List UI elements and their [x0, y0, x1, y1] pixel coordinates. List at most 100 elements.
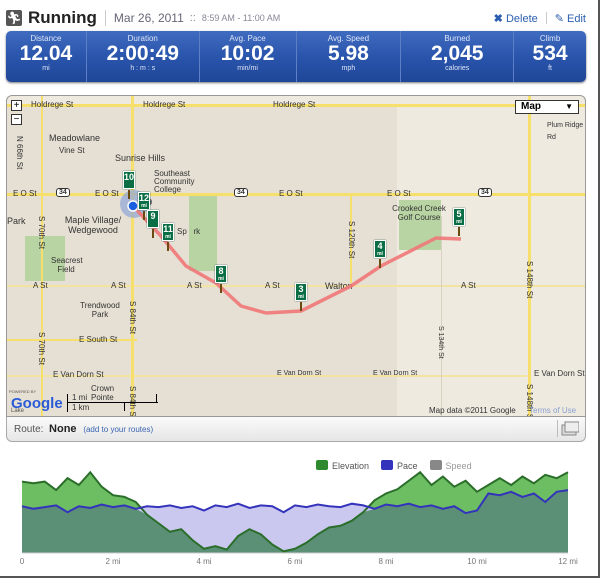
place-label: Plum Ridge Rd [547, 122, 584, 141]
street-label: N 66th St [15, 136, 24, 170]
scale-miles: 1 mi [72, 393, 88, 402]
stat-unit: h : m : s [130, 65, 156, 72]
place-label: Park [7, 216, 26, 226]
road [7, 339, 137, 341]
stat-unit: mi [42, 65, 50, 72]
place-label: Meadowlane [49, 133, 101, 143]
stat-value: 2:00:49 [106, 42, 179, 65]
dropdown-arrow-icon: ▼ [565, 102, 573, 111]
street-label: Vine St [59, 146, 85, 155]
street-label: E O St [95, 189, 119, 198]
stat-value: 534 [532, 42, 568, 65]
place-label: Sunrise Hills [115, 153, 166, 163]
place-label: Seacrest Field [51, 256, 83, 274]
stat-label: Duration [127, 34, 158, 43]
road [41, 96, 43, 416]
place-label: Sp rk [177, 227, 201, 236]
marker-unit: mi [377, 251, 383, 257]
mile-marker[interactable]: 10 [123, 171, 135, 199]
legend-elevation[interactable]: Elevation [316, 460, 369, 471]
x-tick-label: 6 mi [287, 557, 303, 566]
street-label: E O St [13, 189, 37, 198]
stat-value: 2,045 [430, 42, 484, 65]
route-label: Route: [14, 424, 44, 435]
street-label: Holdrege St [143, 100, 186, 109]
street-label: E Van Dorn St [53, 370, 104, 379]
pencil-icon: ✎ [554, 12, 564, 25]
divider [545, 12, 547, 24]
map-type-dropdown[interactable]: Map ▼ [515, 100, 579, 114]
place-label: Crown Pointe [91, 384, 115, 402]
legend-label: Elevation [332, 461, 370, 471]
legend-pace[interactable]: Pace [381, 460, 418, 471]
marker-number: 4 [377, 241, 383, 251]
terms-of-use-link[interactable]: Terms of Use [529, 406, 577, 415]
place-label: Trendwood Park [80, 301, 120, 319]
road [528, 96, 531, 416]
stat-label: Avg. Pace [229, 34, 266, 43]
map-scale: 1 mi 1 km [67, 393, 158, 412]
route-line [131, 204, 462, 315]
mile-marker[interactable]: 3 mi [295, 283, 307, 311]
place-label: Maple Village/ Wedgewood [64, 215, 122, 235]
route-bar: Route: None (add to your routes) [6, 417, 586, 442]
highway-34-shield: 34 [478, 188, 492, 197]
pace-line [21, 489, 569, 515]
place-label: Lake [11, 408, 25, 414]
street-label: E South St [79, 335, 118, 344]
street-label: Holdrege St [31, 100, 74, 109]
activity-header: 🏃︎ Running Mar 26, 2011 :: 8:59 AM - 11:… [6, 8, 586, 28]
mile-marker[interactable]: 9 [147, 210, 159, 238]
x-tick-label: 10 mi [467, 557, 487, 566]
highway-34-shield: 34 [56, 188, 70, 197]
activity-date: Mar 26, 2011 [113, 11, 184, 25]
street-label: A St [187, 281, 202, 290]
marker-unit: mi [298, 294, 304, 300]
marker-number: 10 [124, 172, 135, 182]
marker-number: 8 [218, 266, 224, 276]
mile-marker[interactable]: 8 mi [215, 265, 227, 293]
place-label: Crooked Creek Golf Course [392, 204, 446, 222]
stat-unit: mph [341, 65, 356, 72]
stat-label: Avg. Speed [327, 34, 370, 43]
place-label: Walton [325, 281, 353, 291]
route-map[interactable]: Holdrege St Holdrege St Holdrege St E O … [6, 95, 586, 417]
x-tick-label: 4 mi [196, 557, 212, 566]
street-label: S 120th St [347, 221, 356, 259]
mile-marker[interactable]: 4 mi [374, 240, 386, 268]
stat-duration: Duration 2:00:49 h : m : s [87, 31, 200, 82]
fullscreen-icon[interactable] [557, 420, 579, 437]
map-type-value: Map [521, 101, 541, 112]
road [131, 96, 134, 416]
street-label: E O St [387, 189, 411, 198]
zoom-out-button[interactable]: − [11, 114, 22, 125]
mile-marker[interactable]: 5 mi [453, 208, 465, 236]
street-label: A St [461, 281, 476, 290]
zoom-in-button[interactable]: + [11, 100, 22, 111]
delete-button[interactable]: ✖ Delete [494, 12, 538, 25]
marker-unit: mi [165, 234, 171, 240]
edit-button[interactable]: ✎ Edit [555, 12, 586, 25]
golf-course-area [399, 200, 441, 250]
stat-value: 5.98 [327, 42, 369, 65]
mile-marker[interactable]: 12 mi [138, 192, 150, 220]
street-label: E Van Dorn St [373, 370, 418, 377]
stat-unit: calories [445, 65, 470, 72]
stat-avg-pace: Avg. Pace 10:02 min/mi [200, 31, 297, 82]
marker-number: 12 [139, 193, 150, 203]
marker-unit: mi [141, 203, 147, 209]
x-tick-label: 2 mi [105, 557, 121, 566]
profile-chart[interactable] [0, 460, 604, 560]
legend-speed[interactable]: Speed [429, 460, 472, 471]
start-marker-icon [127, 200, 139, 212]
add-to-routes-link[interactable]: (add to your routes) [83, 425, 154, 434]
x-tick-label: 12 mi [558, 557, 578, 566]
street-label: S 70th St [37, 216, 46, 249]
stat-unit: min/mi [237, 65, 258, 72]
delete-icon: ✖ [493, 12, 503, 25]
stat-distance: Distance 12.04 mi [6, 31, 87, 82]
mile-marker[interactable]: 11 mi [162, 223, 174, 251]
street-label: S 148th St [525, 261, 534, 299]
street-label: A St [265, 281, 280, 290]
marker-number: 3 [298, 284, 304, 294]
